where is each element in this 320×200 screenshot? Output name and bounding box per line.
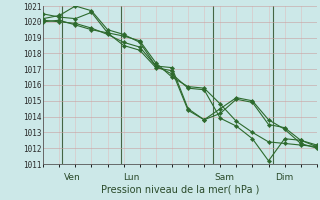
Text: Lun: Lun (123, 173, 139, 182)
Text: Dim: Dim (275, 173, 293, 182)
Text: Sam: Sam (214, 173, 235, 182)
Text: Ven: Ven (64, 173, 81, 182)
Text: Pression niveau de la mer( hPa ): Pression niveau de la mer( hPa ) (101, 185, 259, 195)
